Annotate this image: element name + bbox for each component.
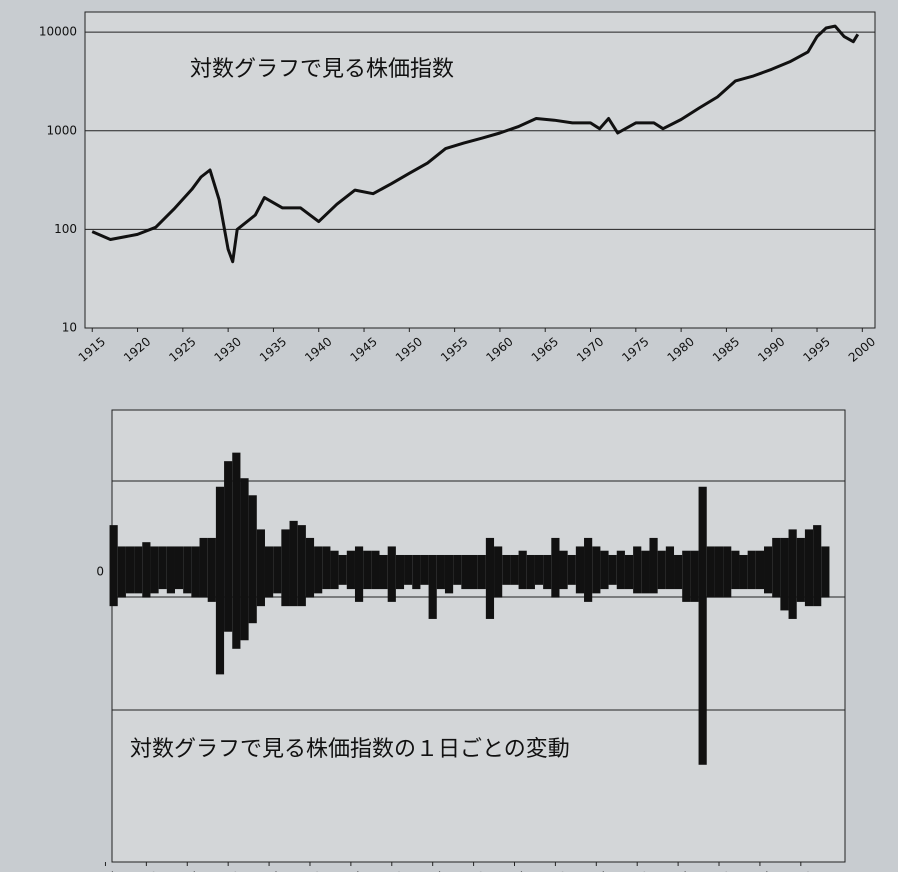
change-range: [796, 537, 805, 602]
change-range: [567, 554, 576, 585]
change-range: [404, 554, 413, 585]
change-range: [608, 554, 617, 585]
change-range: [682, 550, 691, 602]
change-range: [755, 550, 765, 590]
change-range: [379, 554, 388, 590]
change-range: [739, 554, 748, 590]
change-range: [338, 554, 347, 585]
change-range: [534, 554, 544, 585]
change-range: [624, 554, 634, 590]
change-range: [518, 550, 527, 590]
change-range: [142, 542, 151, 598]
y-tick-label: 10: [62, 321, 77, 335]
change-range: [371, 550, 380, 590]
change-range: [240, 478, 249, 641]
change-range: [502, 554, 511, 585]
change-range: [510, 554, 519, 585]
y-tick-label: 10000: [39, 25, 77, 39]
change-range: [256, 529, 265, 607]
change-range: [395, 554, 405, 590]
change-range: [166, 546, 175, 594]
change-range: [559, 550, 568, 590]
change-range: [706, 546, 715, 598]
change-range: [469, 554, 478, 590]
change-range: [281, 529, 290, 607]
change-range: [412, 554, 421, 590]
change-range: [199, 537, 208, 598]
change-range: [461, 554, 470, 590]
change-range: [526, 554, 535, 590]
change-range: [158, 546, 167, 590]
change-range: [665, 546, 675, 590]
change-range: [314, 546, 323, 594]
change-range: [420, 554, 429, 585]
change-range: [248, 495, 257, 624]
change-range: [387, 546, 396, 602]
change-range: [363, 550, 372, 590]
change-range: [772, 537, 781, 598]
change-range: [183, 546, 192, 594]
change-range: [821, 546, 830, 598]
change-range: [453, 554, 462, 585]
chart-title: 対数グラフで見る株価指数: [190, 57, 454, 82]
change-range: [575, 546, 585, 594]
plot-frame: [84, 11, 876, 329]
change-range: [346, 550, 355, 590]
change-range: [109, 525, 118, 607]
change-range: [289, 520, 298, 607]
change-range: [125, 546, 135, 594]
data-line: [91, 24, 860, 264]
change-range: [690, 550, 699, 602]
change-range: [330, 550, 339, 590]
change-range: [232, 452, 241, 649]
change-range: [305, 537, 315, 598]
y-tick-label: 1000: [46, 123, 77, 137]
change-range: [117, 546, 126, 598]
change-range: [584, 537, 593, 602]
change-range: [813, 525, 822, 607]
change-range: [698, 486, 707, 765]
change-range: [207, 537, 216, 602]
change-range: [297, 525, 306, 607]
change-range: [600, 550, 609, 590]
change-range: [224, 461, 233, 632]
change-range: [485, 537, 495, 619]
change-range: [633, 546, 642, 594]
change-range: [444, 554, 454, 594]
change-range: [592, 546, 601, 594]
change-range: [780, 537, 789, 611]
change-range: [788, 529, 797, 619]
change-range: [273, 546, 282, 594]
change-range: [428, 554, 437, 619]
chart-title: 対数グラフで見る株価指数の１日ごとの変動: [130, 737, 570, 762]
change-range: [436, 554, 445, 590]
change-range: [616, 550, 625, 590]
change-range: [674, 554, 683, 590]
change-range: [551, 537, 560, 598]
change-range: [191, 546, 200, 598]
change-range: [641, 550, 650, 594]
change-range: [731, 550, 740, 590]
change-range: [714, 546, 724, 598]
change-range: [354, 546, 364, 602]
change-range: [723, 546, 732, 598]
change-range: [657, 550, 666, 590]
change-range: [477, 554, 486, 590]
y-tick-label: 100: [54, 222, 77, 236]
y-tick-label: 0: [96, 565, 104, 579]
change-range: [174, 546, 184, 590]
change-range: [747, 550, 756, 590]
change-range: [543, 554, 552, 590]
change-range: [150, 546, 159, 594]
change-range: [649, 537, 658, 594]
change-range: [804, 529, 814, 607]
change-range: [134, 546, 143, 594]
change-range: [215, 486, 225, 675]
change-range: [264, 546, 274, 598]
change-range: [322, 546, 331, 590]
change-range: [764, 546, 773, 594]
change-range: [494, 546, 503, 598]
